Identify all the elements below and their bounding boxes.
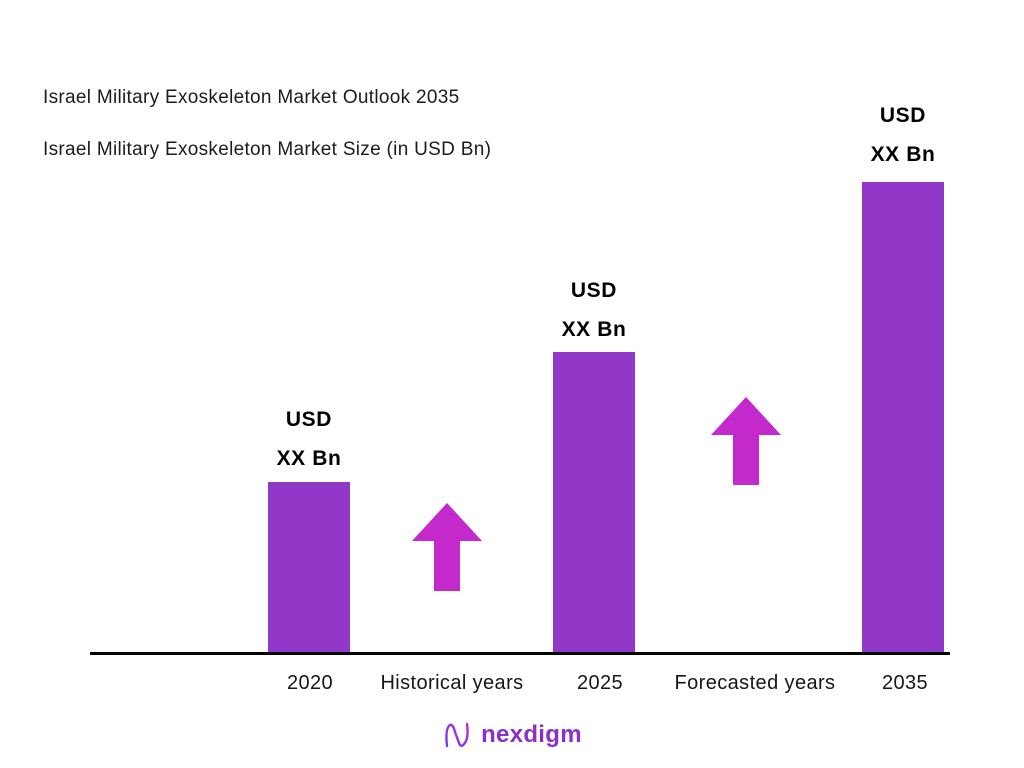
brand-logo: nexdigm: [0, 720, 1024, 750]
up-trend-arrow-forecast: [711, 397, 781, 485]
up-trend-arrow-historical: [412, 503, 482, 591]
bar-2025: [553, 352, 635, 653]
chart-subtitle: Israel Military Exoskeleton Market Size …: [43, 139, 492, 160]
bar-2020: [268, 482, 350, 653]
x-tick-2020: 2020: [286, 672, 334, 694]
bar-value-label-2025: USD XX Bn: [514, 271, 674, 349]
bar-value-usd: USD: [879, 104, 927, 127]
x-tick-2035: 2035: [881, 672, 929, 694]
bar-value-label-2020: USD XX Bn: [229, 400, 389, 478]
bar-value-amount: XX Bn: [276, 447, 342, 470]
bar-value-amount: XX Bn: [870, 143, 936, 166]
x-axis-line: [90, 652, 950, 655]
nexdigm-n-mark-icon: [445, 722, 469, 748]
chart-title: Israel Military Exoskeleton Market Outlo…: [43, 87, 460, 108]
bar-value-label-2035: USD XX Bn: [823, 96, 983, 174]
bar-value-usd: USD: [285, 408, 333, 431]
bar-2035: [862, 182, 944, 653]
bar-value-amount: XX Bn: [561, 318, 627, 341]
x-tick-2025: 2025: [576, 672, 624, 694]
x-annotation-historical-years: Historical years: [380, 672, 524, 694]
x-annotation-forecasted-years: Forecasted years: [674, 672, 836, 694]
brand-logo-text: nexdigm: [481, 721, 582, 748]
bar-value-usd: USD: [570, 279, 618, 302]
